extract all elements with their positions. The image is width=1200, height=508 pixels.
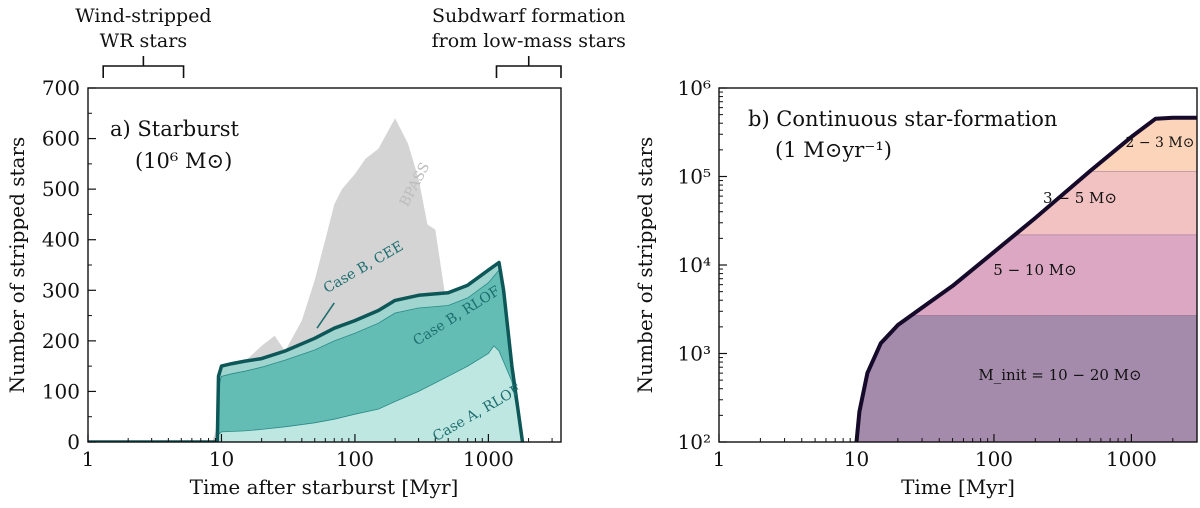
area-mask (719, 88, 1197, 442)
panel-b-band-labels: M_init = 10 − 20 M⊙ 5 − 10 M⊙ 3 − 5 M⊙ 2 − … (978, 135, 1194, 384)
panel-b-title: b) Continuous star-formation (748, 107, 1057, 131)
y-tick-label: 10³ (678, 342, 711, 366)
x-tick-label: 1000 (1106, 447, 1157, 471)
series-line-total (88, 260, 525, 442)
series-line-total (854, 115, 1197, 442)
panel-b-series-group (719, 88, 1197, 442)
y-tick-label: 600 (42, 127, 80, 151)
top-annotation-text: WR stars (100, 30, 187, 52)
panel-a-ticks: 1 10 100 1000 0 100 200 300 400 500 600 700 (42, 76, 553, 471)
x-tick-label: 1 (82, 447, 95, 471)
y-tick-label: 100 (42, 379, 80, 403)
x-tick-label: 10 (844, 447, 869, 471)
top-annotation-text: from low-mass stars (432, 30, 626, 52)
band-label-3: 3 − 5 M⊙ (1043, 189, 1117, 207)
y-tick-label: 10² (678, 430, 711, 454)
panel-a-title: a) Starburst (110, 117, 240, 141)
top-annotation-text: Subdwarf formation (432, 5, 626, 27)
y-tick-label: 500 (42, 177, 80, 201)
panel-b-continuous: 1 10 100 1000 10² 10³ 10⁴ 10⁵ 10⁶ M_init = 10 − … (633, 76, 1198, 499)
y-tick-label: 700 (42, 76, 80, 100)
panel-a-top-annotations: Wind-stripped WR stars Subdwarf formation f… (75, 5, 626, 78)
x-tick-label: 1000 (463, 447, 514, 471)
panel-a-ylabel: Number of stripped stars (5, 137, 29, 394)
x-tick-label: 10 (209, 447, 234, 471)
panel-b-ylabel: Number of stripped stars (633, 137, 657, 394)
x-tick-label: 100 (975, 447, 1013, 471)
panel-a-subtitle: (10⁶ M⊙) (135, 149, 232, 173)
y-tick-label: 200 (42, 329, 80, 353)
panel-a-xlabel: Time after starburst [Myr] (190, 475, 459, 499)
panel-b-frame (718, 87, 1198, 443)
panel-a-frame (87, 87, 562, 443)
label-pointer-case-b-cee (316, 302, 335, 329)
panel-b-xlabel: Time [Myr] (901, 475, 1015, 499)
y-tick-label: 10⁴ (678, 253, 711, 277)
top-annotation-text: Wind-stripped (75, 5, 211, 27)
top-bracket-2 (495, 65, 562, 78)
band-label-2: 5 − 10 M⊙ (993, 261, 1076, 279)
x-tick-label: 100 (336, 447, 374, 471)
y-tick-label: 10⁶ (678, 76, 711, 100)
panel-b-subtitle: (1 M⊙yr⁻¹) (775, 138, 892, 162)
y-tick-label: 10⁵ (678, 165, 711, 189)
panel-a-series-group (88, 118, 525, 442)
x-tick-label: 1 (713, 447, 726, 471)
y-tick-label: 400 (42, 228, 80, 252)
top-bracket-1 (102, 65, 185, 78)
y-tick-label: 300 (42, 278, 80, 302)
y-tick-label: 0 (67, 430, 80, 454)
series-area-case-a-rlof (88, 345, 523, 442)
band-label-1: M_init = 10 − 20 M⊙ (978, 366, 1141, 384)
band-label-4: 2 − 3 M⊙ (1126, 135, 1195, 151)
